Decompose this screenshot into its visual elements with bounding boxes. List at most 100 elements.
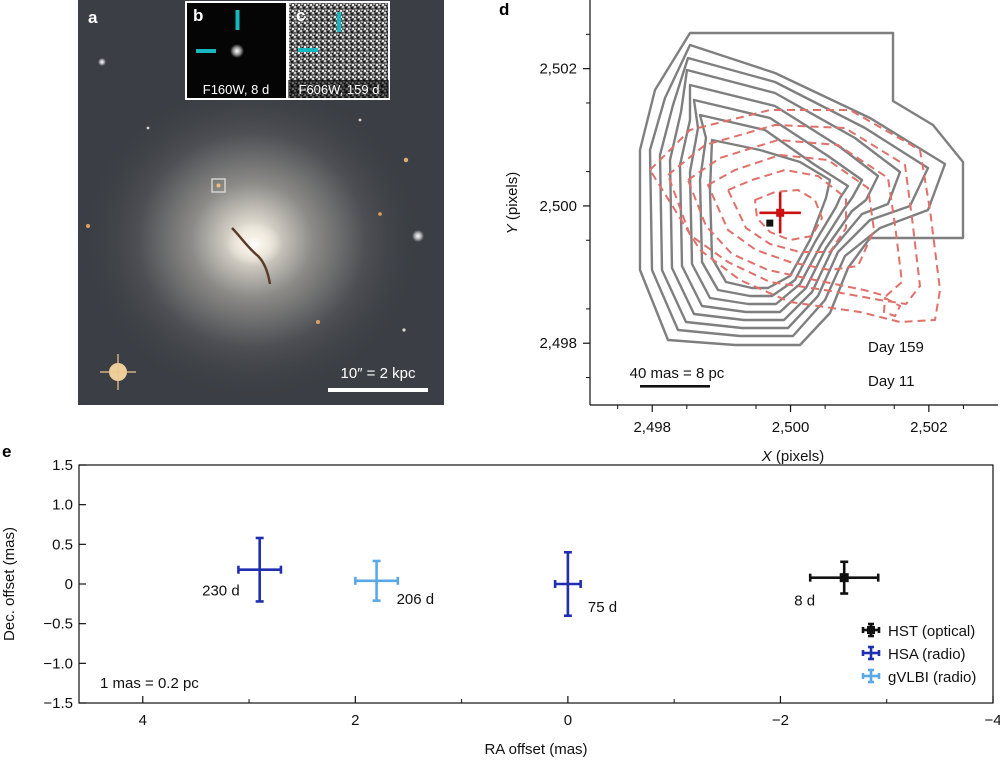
day159-contour [727,169,847,253]
inset-c-caption: F606W, 159 d [299,82,380,97]
e-y-tick-label: −1.0 [43,655,73,672]
panel-d-y-axis-unit: (pixels) [504,172,521,225]
day159-contour [649,109,941,323]
d-x-tick-label: 2,498 [633,419,671,436]
panel-d-x-axis-label: X (pixels) [761,448,825,465]
panel-d-y-axis-label: Y (pixels) [504,172,521,235]
day159-contour [883,297,901,317]
sn-location-box [211,178,226,193]
inset-b-source [230,44,244,58]
e-y-tick-label: −0.5 [43,616,73,633]
inset-c-letter: c [296,6,305,25]
e-y-tick-label: 1.0 [52,497,73,514]
legend-hst-square [867,626,875,634]
field-star [412,230,424,242]
inset-c-horizontal-marker [298,48,318,52]
panel-e-x-axis-label: RA offset (mas) [484,741,587,758]
d-y-tick-label: 2,500 [539,198,577,215]
panel-d-letter: d [499,0,509,19]
d-y-tick-label: 2,502 [539,61,577,78]
day159-contour [667,124,921,305]
panel-e-legend: HST (optical) HSA (radio) gVLBI (radio) [861,622,976,686]
inset-c-vertical-marker [337,12,341,32]
panel-e-scale-note: 1 mas = 0.2 pc [100,675,199,692]
e-errorbar [354,559,400,602]
legend-hst-label: HST (optical) [888,623,975,640]
e-epoch-label: 75 d [588,599,617,616]
bright-star-spikes [100,354,136,390]
inset-c-caption-backdrop [288,80,389,98]
panel-d-ticks: 2,498 2,500 2,502 2,498 2,500 2,502 [539,33,964,436]
panel-a-letter: a [88,8,98,27]
e-epoch-label: 230 d [202,583,240,600]
legend-day11: Day 11 [868,373,914,390]
field-star [358,118,362,122]
inset-b-vertical-marker [235,10,240,30]
panel-a-scale-label: 10″ = 2 kpc [341,365,416,382]
legend-hst-marker [861,622,881,638]
panel-a-scale-bar [328,388,428,392]
e-x-tick-label: 2 [351,712,359,729]
legend-gvlbi-label: gVLBI (radio) [888,669,976,686]
sn-source [216,183,221,188]
e-x-tick-label: −2 [772,712,789,729]
day11-contour [698,113,850,298]
day11-contours [638,31,965,347]
dust-lane [231,227,272,285]
panel-d: d 2,498 2,500 2,502 2,498 2,500 2,502 [499,0,998,465]
legend-gvlbi-marker [861,668,881,684]
field-star [146,126,150,130]
panel-d-scale-label: 40 mas = 8 pc [630,365,725,382]
e-y-tick-label: −1.5 [43,695,73,712]
inset-b-caption: F160W, 8 d [203,82,269,97]
inset-b: b F160W, 8 d [185,1,288,100]
galaxy-core [226,222,282,266]
inset-b-letter: b [193,6,203,25]
e-y-tick-label: 0 [65,576,73,593]
day11-contour [658,56,930,330]
e-errorbar [237,536,283,603]
e-x-tick-label: 4 [139,712,147,729]
day159-contour [754,189,823,241]
panel-a: a 10″ = 2 kpc b F160W, 8 d c F606W, 159 … [77,0,444,405]
panel-e-ticks: 4 2 0 −2 −4 1.5 1.0 0.5 0 −0.5 −1.0 −1.5 [43,457,1000,729]
field-star [98,58,106,66]
inset-c: c F606W, 159 d [287,1,390,100]
field-star [403,157,409,163]
d-x-tick-label: 2,500 [772,419,810,436]
panel-d-x-axis-variable: X [761,448,773,465]
legend-day159: Day 159 [868,339,924,356]
panel-e-letter: e [2,442,11,461]
day159-contour [707,154,875,271]
panel-d-y-axis-variable: Y [504,223,521,234]
legend-hsa-label: HSA (radio) [888,646,966,663]
field-star [86,224,90,228]
day159-contour [687,139,903,297]
day11-marker [766,219,774,227]
day159-marker [776,208,785,217]
legend-hsa-marker [861,645,881,661]
day11-contour [668,68,902,322]
e-y-tick-label: 1.5 [52,457,73,474]
e-hst-marker [839,573,849,583]
day11-contour [648,43,947,338]
day11-contour [688,98,864,306]
day11-contour [638,31,965,347]
panel-d-x-axis-unit: (pixels) [772,448,825,465]
panel-e: e 4 2 0 −2 −4 1.5 1.0 0.5 0 −0.5 −1.0 −1.5 8 d 230 d… [1,442,1000,758]
legend-errorbar [861,645,881,661]
legend-errorbar [861,668,881,684]
panel-e-y-axis-label: Dec. offset (mas) [1,527,18,641]
field-star [378,212,382,216]
e-x-tick-label: 0 [564,712,572,729]
e-y-tick-label: 0.5 [52,536,73,553]
day159-contours [649,109,941,323]
e-x-tick-label: −4 [984,712,1000,729]
d-y-tick-label: 2,498 [539,335,577,352]
e-epoch-label: 206 d [397,591,435,608]
panel-e-points: 8 d 230 d 75 d 206 d [202,536,880,618]
field-star [316,320,320,324]
field-star [402,328,406,332]
panel-d-markers [759,192,801,234]
